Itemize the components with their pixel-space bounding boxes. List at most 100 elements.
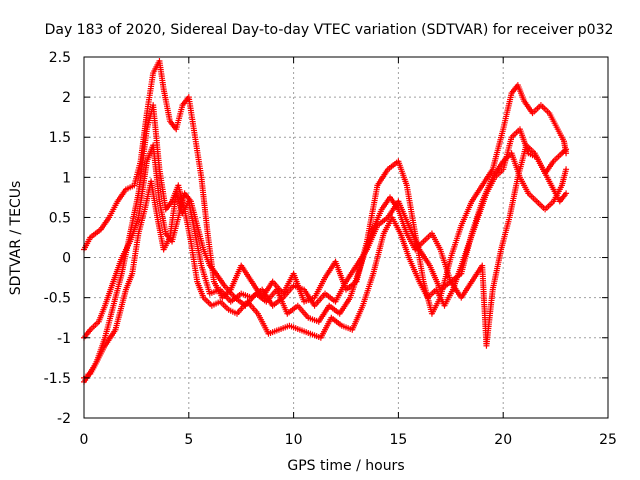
- data-point: [87, 326, 94, 333]
- data-point: [269, 278, 276, 285]
- data-point: [416, 278, 423, 285]
- data-point: [468, 278, 475, 285]
- data-point: [173, 126, 180, 133]
- data-point: [317, 334, 324, 341]
- data-point: [213, 270, 220, 277]
- data-point: [343, 278, 349, 285]
- data-point: [563, 190, 570, 197]
- data-point: [441, 302, 448, 309]
- data-point: [101, 342, 108, 349]
- data-point: [537, 102, 544, 109]
- data-point: [468, 198, 475, 205]
- y-tick-label: 1.5: [49, 130, 71, 146]
- data-point: [156, 166, 163, 173]
- y-tick-label: -1.5: [44, 371, 71, 387]
- data-point: [395, 198, 402, 205]
- data-point: [122, 186, 129, 193]
- data-point: [244, 298, 251, 305]
- data-point: [200, 246, 207, 253]
- data-point: [141, 206, 148, 213]
- data-point: [198, 262, 205, 269]
- data-point: [87, 234, 94, 241]
- data-point: [185, 94, 192, 101]
- data-point: [363, 246, 370, 253]
- data-point: [558, 182, 565, 189]
- data-point: [353, 262, 360, 269]
- data-point: [332, 298, 339, 305]
- x-tick-label: 15: [389, 432, 407, 448]
- data-point: [112, 326, 119, 333]
- y-tick-label: 1: [62, 170, 71, 186]
- data-point: [156, 198, 163, 205]
- data-point: [259, 286, 266, 293]
- chart-title: Day 183 of 2020, Sidereal Day-to-day VTE…: [45, 22, 614, 38]
- data-point: [322, 290, 329, 297]
- y-tick-label: 2.5: [49, 50, 71, 66]
- data-point: [563, 166, 570, 173]
- data-point: [447, 278, 454, 285]
- data-point: [420, 238, 427, 245]
- data-point: [204, 230, 211, 237]
- data-point: [192, 134, 199, 141]
- data-point: [428, 230, 435, 237]
- data-point: [143, 110, 150, 117]
- data-point: [542, 206, 549, 213]
- data-point: [347, 294, 354, 301]
- data-point: [563, 146, 570, 153]
- data-point: [131, 182, 138, 189]
- data-point: [500, 166, 507, 173]
- data-point: [198, 174, 205, 181]
- data-point: [290, 270, 297, 277]
- data-point: [156, 58, 163, 65]
- data-point: [275, 326, 282, 333]
- data-point: [269, 302, 276, 309]
- data-point: [122, 286, 129, 293]
- data-point: [150, 70, 157, 77]
- data-point: [550, 198, 557, 205]
- data-point: [508, 150, 515, 157]
- data-point: [238, 262, 245, 269]
- data-point: [506, 214, 513, 221]
- data-point: [284, 310, 291, 317]
- data-point: [458, 222, 465, 229]
- x-tick-label: 25: [599, 432, 617, 448]
- data-point: [479, 262, 486, 269]
- data-point: [315, 318, 322, 325]
- data-point: [127, 230, 134, 237]
- data-point: [554, 126, 561, 133]
- data-point: [370, 270, 377, 277]
- data-point: [380, 230, 387, 237]
- data-point: [546, 110, 553, 117]
- data-point: [110, 278, 117, 285]
- data-point: [384, 166, 391, 173]
- data-point: [447, 254, 454, 261]
- data-point: [248, 278, 255, 285]
- data-point: [290, 282, 297, 289]
- data-point: [533, 198, 540, 205]
- y-axis-title: SDTVAR / TECUs: [8, 181, 24, 296]
- data-point: [521, 98, 528, 105]
- data-point: [311, 294, 318, 301]
- data-point: [458, 262, 465, 269]
- data-markers: [81, 58, 570, 385]
- data-point: [525, 190, 532, 197]
- x-tick-label: 10: [285, 432, 303, 448]
- data-point: [221, 282, 228, 289]
- data-point: [192, 230, 199, 237]
- data-point: [500, 126, 507, 133]
- data-point: [328, 314, 335, 321]
- data-point: [217, 286, 224, 293]
- data-point: [301, 286, 308, 293]
- data-point: [326, 302, 333, 309]
- data-point: [384, 214, 391, 221]
- data-point: [349, 326, 356, 333]
- data-point: [248, 294, 255, 301]
- data-point: [175, 182, 182, 189]
- data-point: [194, 278, 201, 285]
- data-point: [403, 230, 410, 237]
- data-point: [206, 262, 213, 269]
- data-point: [405, 254, 412, 261]
- data-point: [91, 362, 98, 369]
- data-point: [483, 190, 490, 197]
- data-point: [466, 238, 473, 245]
